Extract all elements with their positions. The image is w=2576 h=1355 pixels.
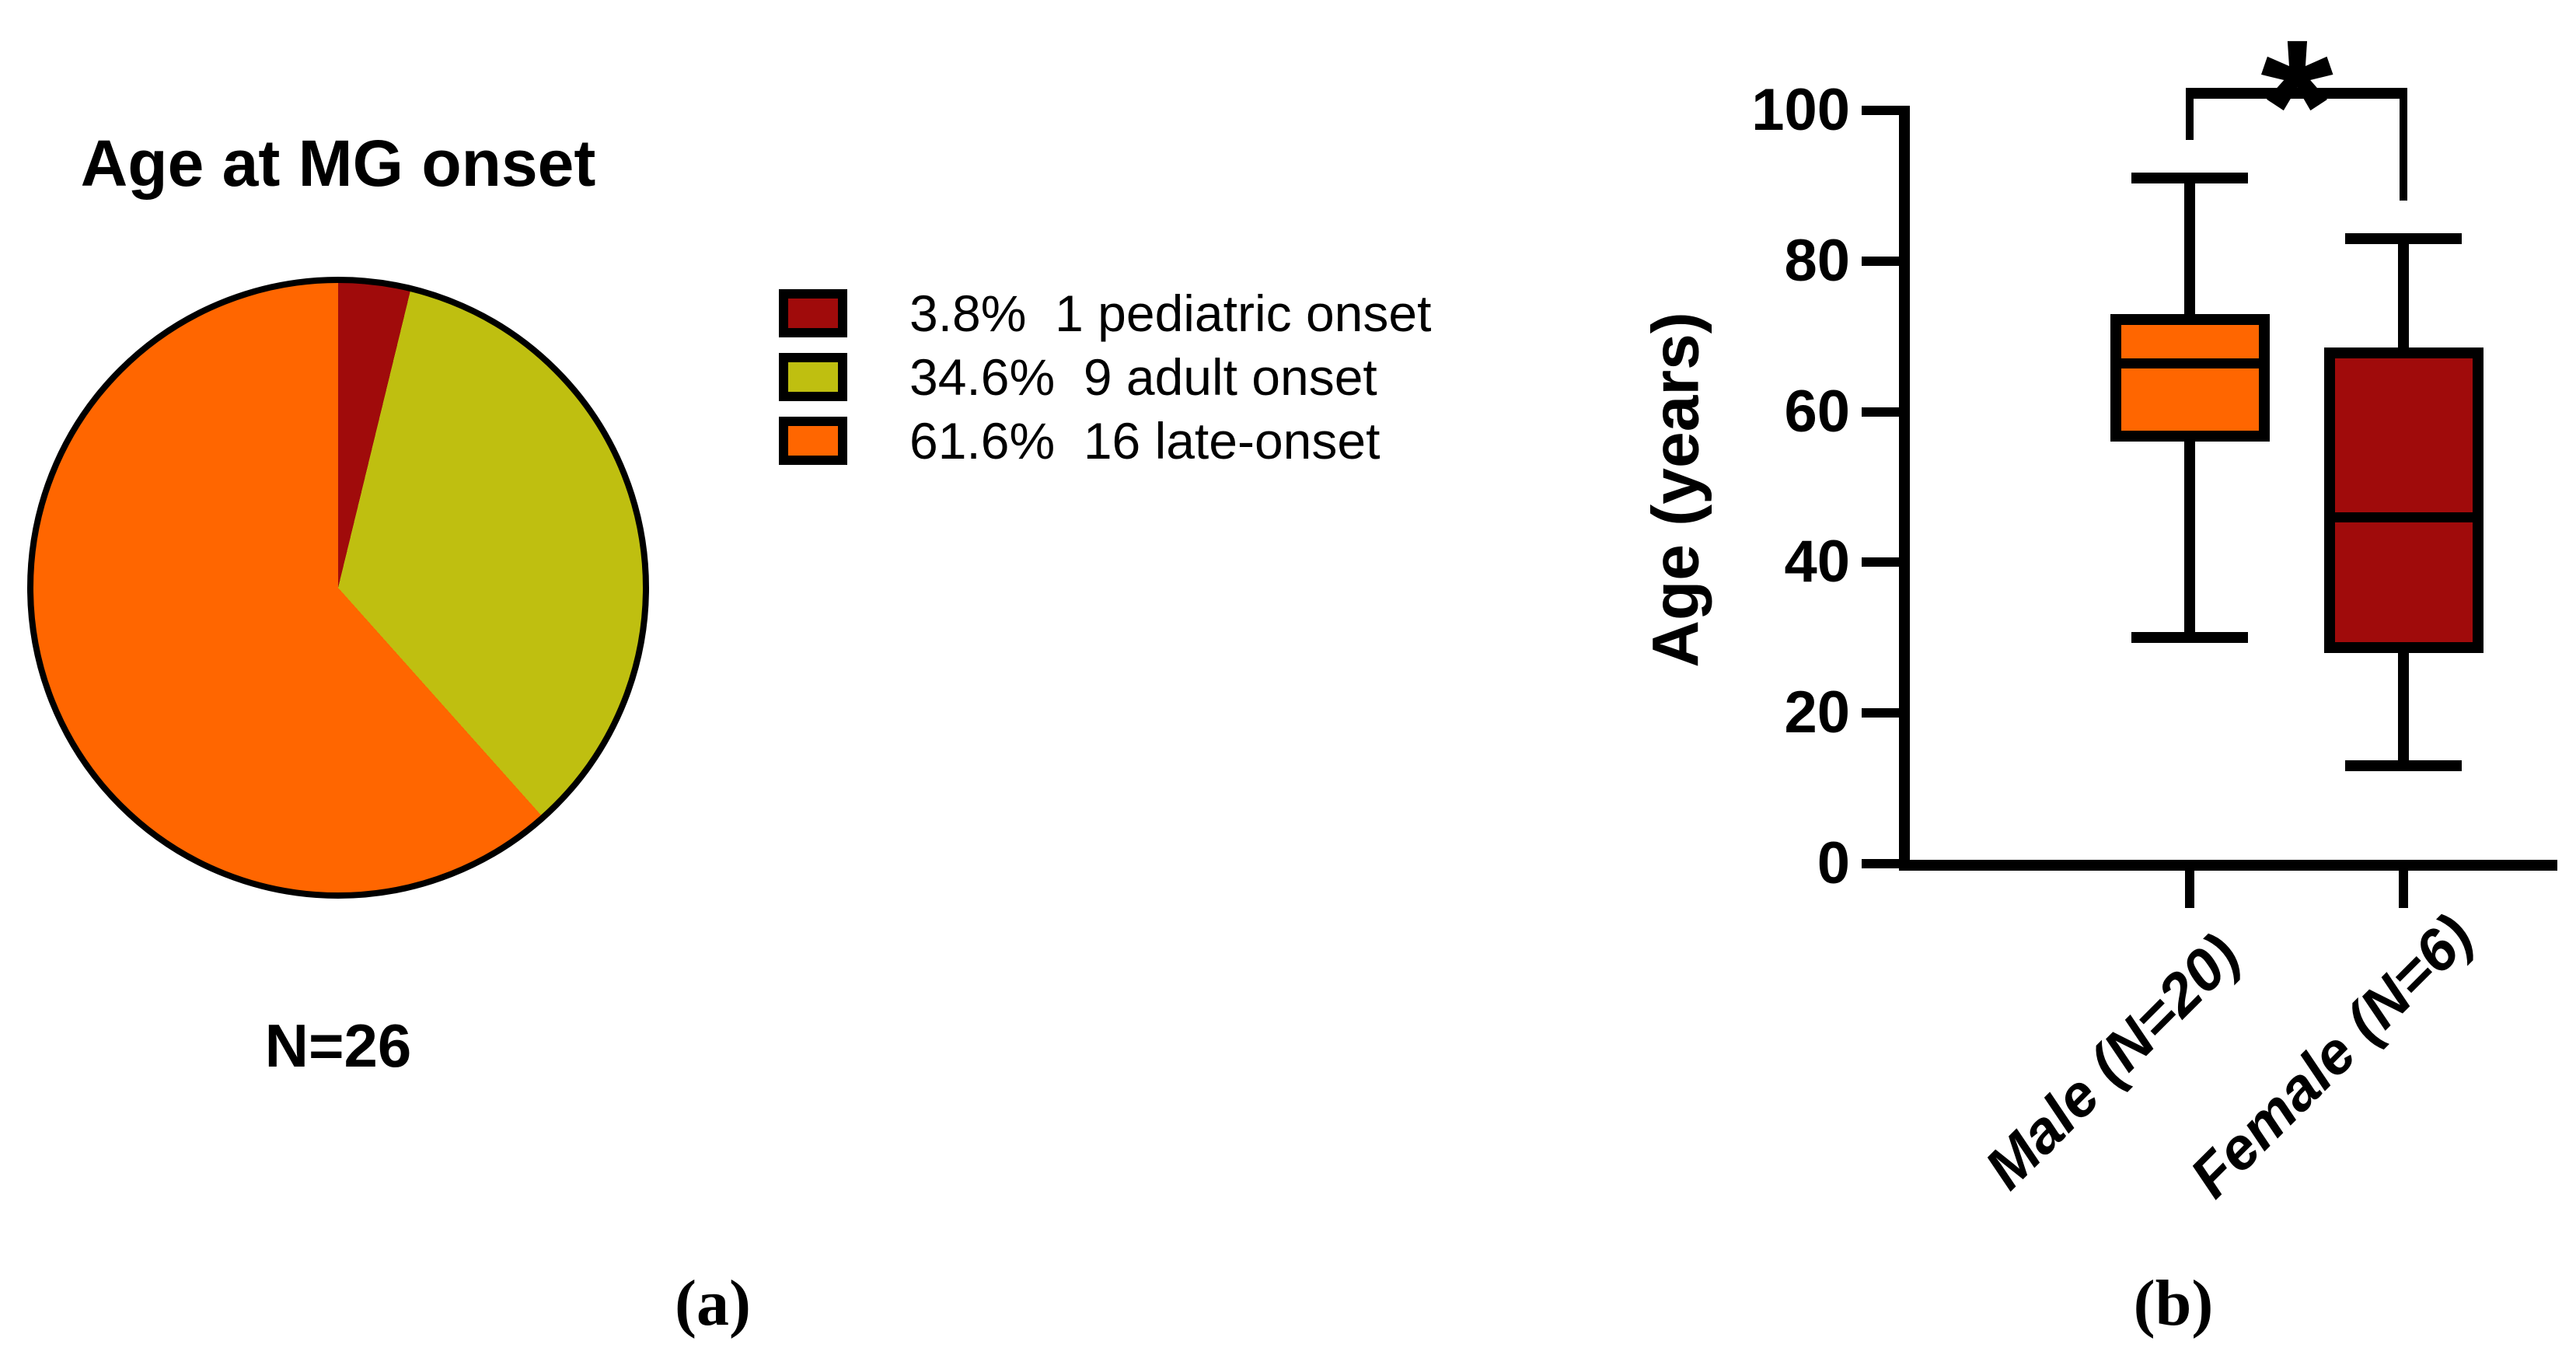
legend-label-pediatric: 3.8% 1 pediatric onset xyxy=(909,285,1432,342)
y-tick-label: 40 xyxy=(1784,529,1850,595)
y-tick xyxy=(1862,859,1899,868)
box-female xyxy=(2324,347,2484,653)
y-axis-line xyxy=(1899,106,1910,871)
y-tick-label: 20 xyxy=(1784,679,1850,746)
legend-swatch-pediatric xyxy=(779,289,847,337)
y-tick-label: 80 xyxy=(1784,227,1850,294)
pie-legend: 3.8% 1 pediatric onset 34.6% 9 adult ons… xyxy=(779,285,1432,480)
legend-label-adult: 34.6% 9 adult onset xyxy=(909,348,1377,406)
legend-swatch-adult xyxy=(779,353,847,401)
x-tick xyxy=(2399,871,2408,908)
median-line xyxy=(2324,512,2484,523)
legend-swatch-late xyxy=(779,417,847,465)
y-tick xyxy=(1862,557,1899,567)
y-tick xyxy=(1862,106,1899,115)
x-axis-line xyxy=(1899,860,2557,871)
box-male xyxy=(2110,313,2270,442)
y-tick-label: 60 xyxy=(1784,378,1850,445)
y-tick xyxy=(1862,407,1899,417)
sig-bracket-right-leg xyxy=(2400,88,2407,201)
whisker-cap-top xyxy=(2345,232,2462,244)
significance-asterisk: * xyxy=(2260,1,2333,209)
pie-n-label: N=26 xyxy=(264,1011,412,1080)
pie-chart xyxy=(27,277,649,899)
sig-bracket-bar xyxy=(2186,88,2407,99)
panel-a-label: (a) xyxy=(675,1267,751,1339)
legend-row-late: 61.6% 16 late-onset xyxy=(779,412,1431,470)
y-tick-label: 100 xyxy=(1751,77,1850,143)
y-tick-label: 0 xyxy=(1817,830,1850,896)
pie-title: Age at MG onset xyxy=(80,127,596,200)
sig-bracket-left-leg xyxy=(2186,88,2194,140)
panel-b-label: (b) xyxy=(2133,1267,2214,1339)
whisker-cap-bottom xyxy=(2131,632,2248,644)
legend-row-pediatric: 3.8% 1 pediatric onset xyxy=(779,285,1432,342)
y-tick xyxy=(1862,708,1899,718)
whisker-cap-bottom xyxy=(2345,760,2462,772)
median-line xyxy=(2110,358,2270,368)
legend-row-adult: 34.6% 9 adult onset xyxy=(779,348,1431,406)
legend-label-late: 61.6% 16 late-onset xyxy=(909,412,1380,470)
x-tick xyxy=(2185,871,2194,908)
y-tick xyxy=(1862,256,1899,266)
whisker-cap-top xyxy=(2131,173,2248,184)
